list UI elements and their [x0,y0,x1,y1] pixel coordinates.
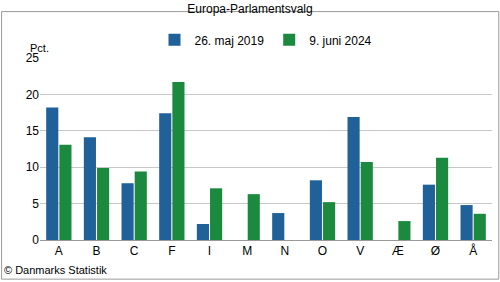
svg-text:C: C [130,244,139,258]
svg-text:M: M [242,244,252,258]
svg-text:Pct.: Pct. [30,42,49,54]
svg-text:0: 0 [32,233,39,247]
svg-text:Æ: Æ [392,244,404,258]
svg-text:10: 10 [26,160,40,174]
svg-text:F: F [168,244,175,258]
svg-text:9. juni 2024: 9. juni 2024 [309,34,371,48]
svg-text:B: B [92,244,100,258]
svg-text:O: O [318,244,327,258]
svg-text:A: A [55,244,63,258]
svg-text:Å: Å [469,243,477,258]
svg-text:V: V [356,244,364,258]
svg-text:5: 5 [32,197,39,211]
svg-text:N: N [280,244,289,258]
svg-text:Ø: Ø [431,244,440,258]
svg-text:15: 15 [26,124,40,138]
svg-text:26. maj 2019: 26. maj 2019 [195,34,265,48]
svg-text:Europa-Parlamentsvalg: Europa-Parlamentsvalg [187,2,312,16]
svg-text:I: I [208,244,211,258]
svg-text:25: 25 [26,51,40,65]
svg-text:20: 20 [26,88,40,102]
svg-text:© Danmarks Statistik: © Danmarks Statistik [4,264,107,276]
